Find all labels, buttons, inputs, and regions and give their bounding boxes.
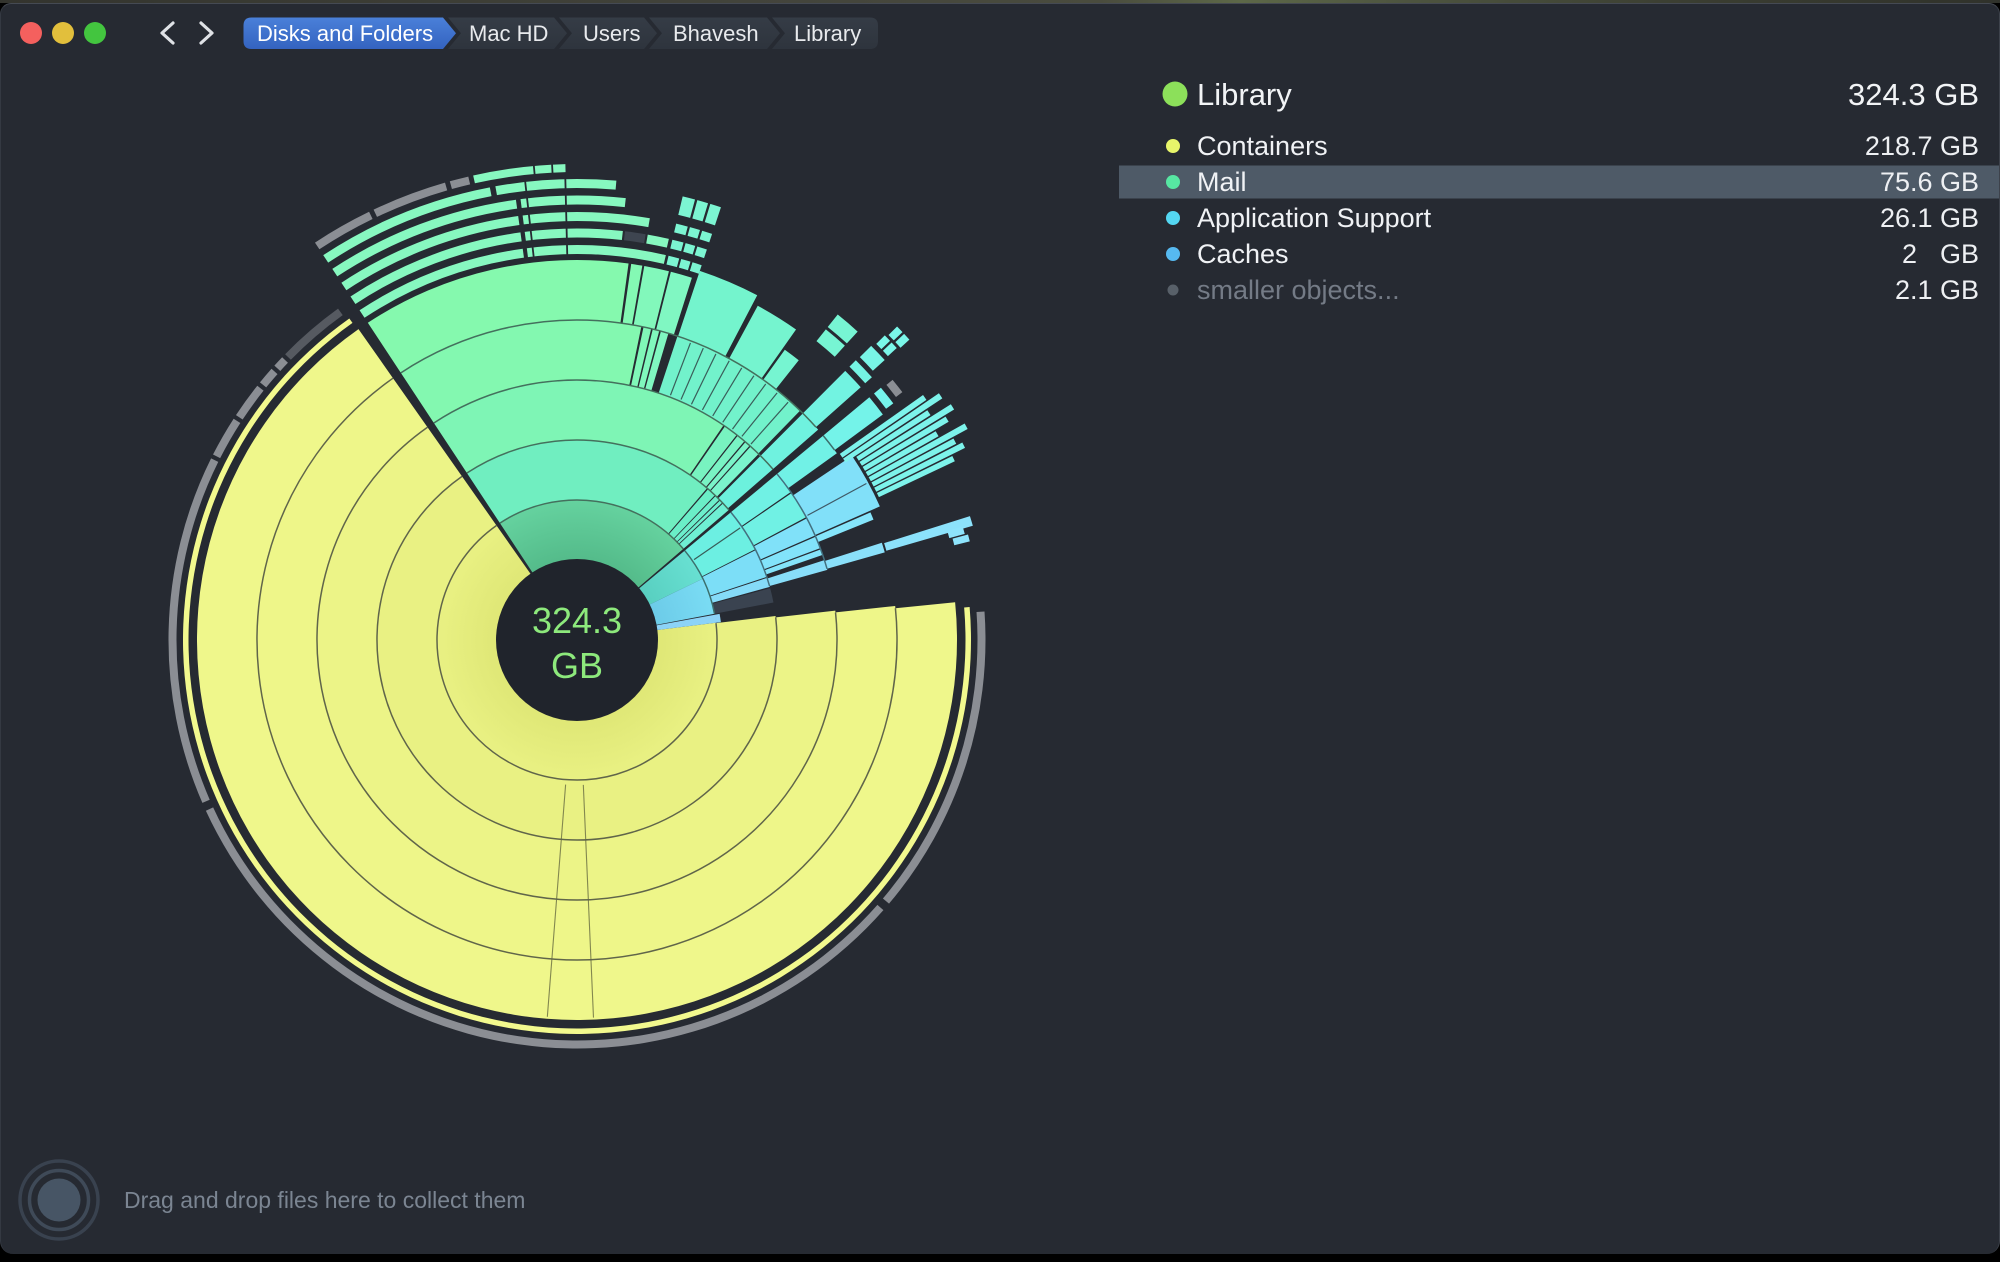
svg-text:Caches: Caches — [1197, 239, 1289, 269]
svg-text:218.7 GB: 218.7 GB — [1865, 131, 1979, 161]
svg-text:324.3 GB: 324.3 GB — [1848, 77, 1979, 112]
svg-text:Library: Library — [794, 21, 861, 46]
svg-text:smaller objects...: smaller objects... — [1197, 275, 1400, 305]
svg-text:324.3: 324.3 — [532, 600, 622, 641]
svg-text:Application Support: Application Support — [1197, 203, 1432, 233]
svg-text:Containers: Containers — [1197, 131, 1328, 161]
svg-text:GB: GB — [1940, 239, 1979, 269]
svg-text:26.1 GB: 26.1 GB — [1880, 203, 1979, 233]
svg-text:Mac HD: Mac HD — [469, 21, 548, 46]
svg-text:Mail: Mail — [1197, 167, 1247, 197]
svg-text:75.6 GB: 75.6 GB — [1880, 167, 1979, 197]
svg-text:GB: GB — [551, 645, 603, 686]
svg-text:2.1 GB: 2.1 GB — [1895, 275, 1979, 305]
svg-text:Drag and drop files here to co: Drag and drop files here to collect them — [124, 1187, 525, 1213]
svg-text:2: 2 — [1902, 239, 1917, 269]
svg-text:Library: Library — [1197, 77, 1292, 112]
svg-text:Bhavesh: Bhavesh — [673, 21, 759, 46]
svg-text:Disks and Folders: Disks and Folders — [257, 21, 433, 46]
svg-text:Users: Users — [583, 21, 640, 46]
